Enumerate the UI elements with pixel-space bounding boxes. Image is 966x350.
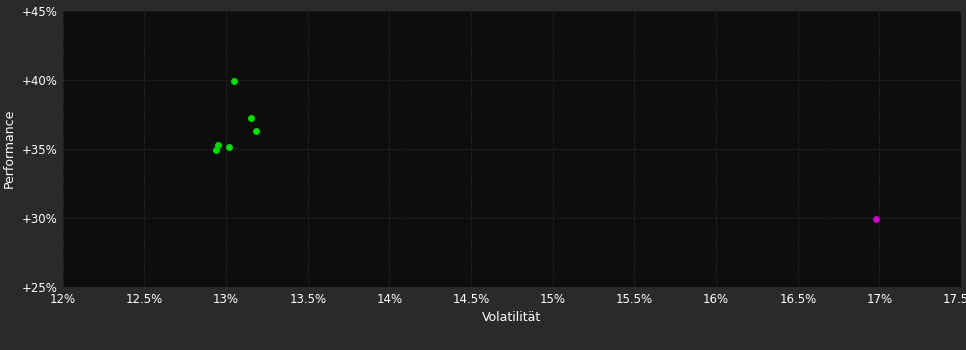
Point — [227, 78, 242, 84]
Point — [868, 216, 884, 222]
Point — [221, 145, 237, 150]
Point — [248, 128, 264, 134]
Y-axis label: Performance: Performance — [3, 109, 15, 188]
Point — [242, 116, 258, 121]
X-axis label: Volatilität: Volatilität — [482, 311, 542, 324]
Point — [209, 147, 224, 153]
Point — [211, 142, 226, 147]
